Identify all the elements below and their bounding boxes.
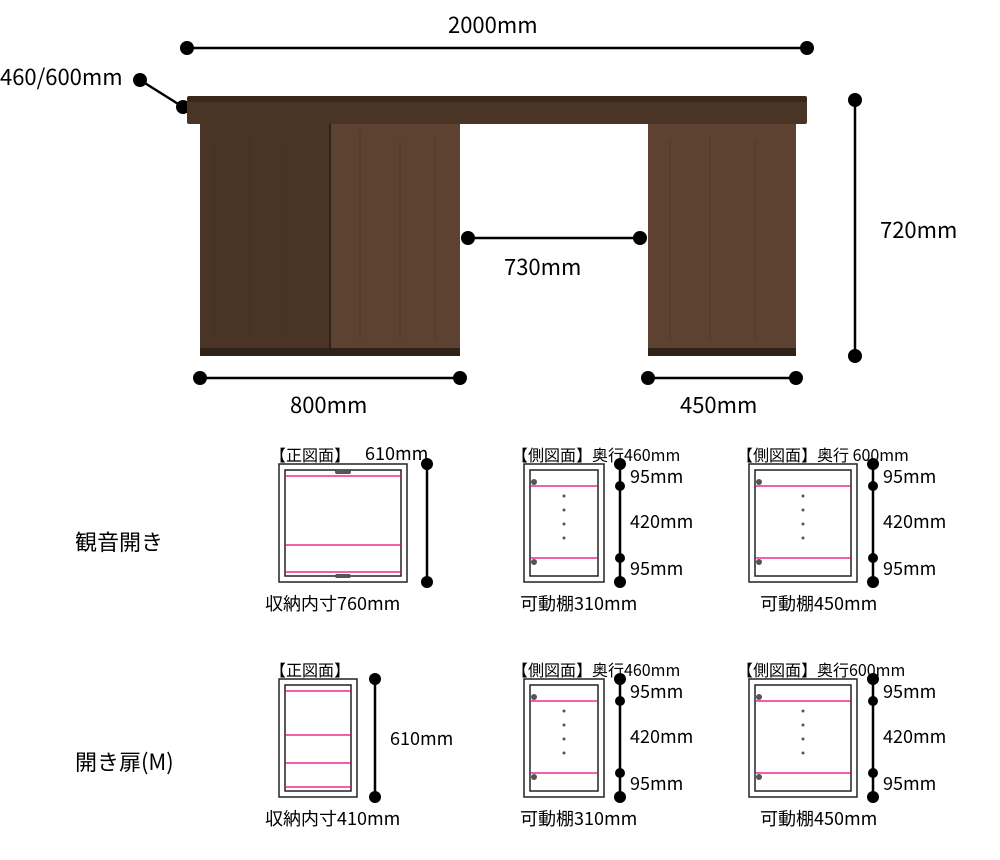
r2b-b: 95mm	[630, 770, 683, 796]
r1a-caption: 収納内寸760mm	[265, 590, 400, 616]
r2a-title: 【正図面】	[270, 657, 350, 681]
r2c-caption: 可動棚450mm	[760, 805, 877, 831]
dim-left-width: 800mm	[290, 388, 367, 420]
row2-label: 開き扉(M)	[75, 745, 174, 777]
r2b-m: 420mm	[630, 723, 693, 749]
r1c-b: 95mm	[883, 555, 936, 581]
r1c-t: 95mm	[883, 463, 936, 489]
r1b-m: 420mm	[630, 508, 693, 534]
r1-front: 【正図面】 610mm 収納内寸760mm	[275, 450, 450, 600]
r2-front: 【正図面】 610mm 収納内寸410mm	[275, 665, 450, 815]
r1b-b: 95mm	[630, 555, 683, 581]
r2b-caption: 可動棚310mm	[520, 805, 637, 831]
r2a-height: 610mm	[390, 725, 453, 751]
r1-side600: 【側図面】奥行 600mm 95mm 420mm 95mm 可動棚450mm	[745, 450, 945, 600]
r1c-m: 420mm	[883, 508, 946, 534]
r2a-caption: 収納内寸410mm	[265, 805, 400, 831]
dim-right-width: 450mm	[680, 388, 757, 420]
r2c-b: 95mm	[883, 770, 936, 796]
r1b-caption: 可動棚310mm	[520, 590, 637, 616]
dim-total-width: 2000mm	[448, 8, 538, 40]
r1a-title: 【正図面】	[270, 442, 350, 466]
r2-side460: 【側図面】奥行460mm 95mm 420mm 95mm 可動棚310mm	[520, 665, 695, 815]
dim-gap: 730mm	[504, 250, 581, 282]
main-diagram	[0, 0, 1000, 430]
r1a-height: 610mm	[365, 440, 428, 466]
r2c-t: 95mm	[883, 678, 936, 704]
row1-label: 観音開き	[75, 525, 163, 557]
r2-side600: 【側図面】奥行600mm 95mm 420mm 95mm 可動棚450mm	[745, 665, 945, 815]
r1b-t: 95mm	[630, 463, 683, 489]
dim-depth: 460/600mm	[0, 60, 123, 92]
r2b-t: 95mm	[630, 678, 683, 704]
furniture-spec: 2000mm 460/600mm 730mm 720mm 800mm 450mm…	[0, 0, 1000, 860]
dim-height: 720mm	[880, 213, 957, 245]
r1-side460: 【側図面】奥行460mm 95mm 420mm 95mm 可動棚310mm	[520, 450, 695, 600]
r1c-caption: 可動棚450mm	[760, 590, 877, 616]
r2c-m: 420mm	[883, 723, 946, 749]
r2c-title: 【側図面】奥行600mm	[737, 657, 905, 681]
